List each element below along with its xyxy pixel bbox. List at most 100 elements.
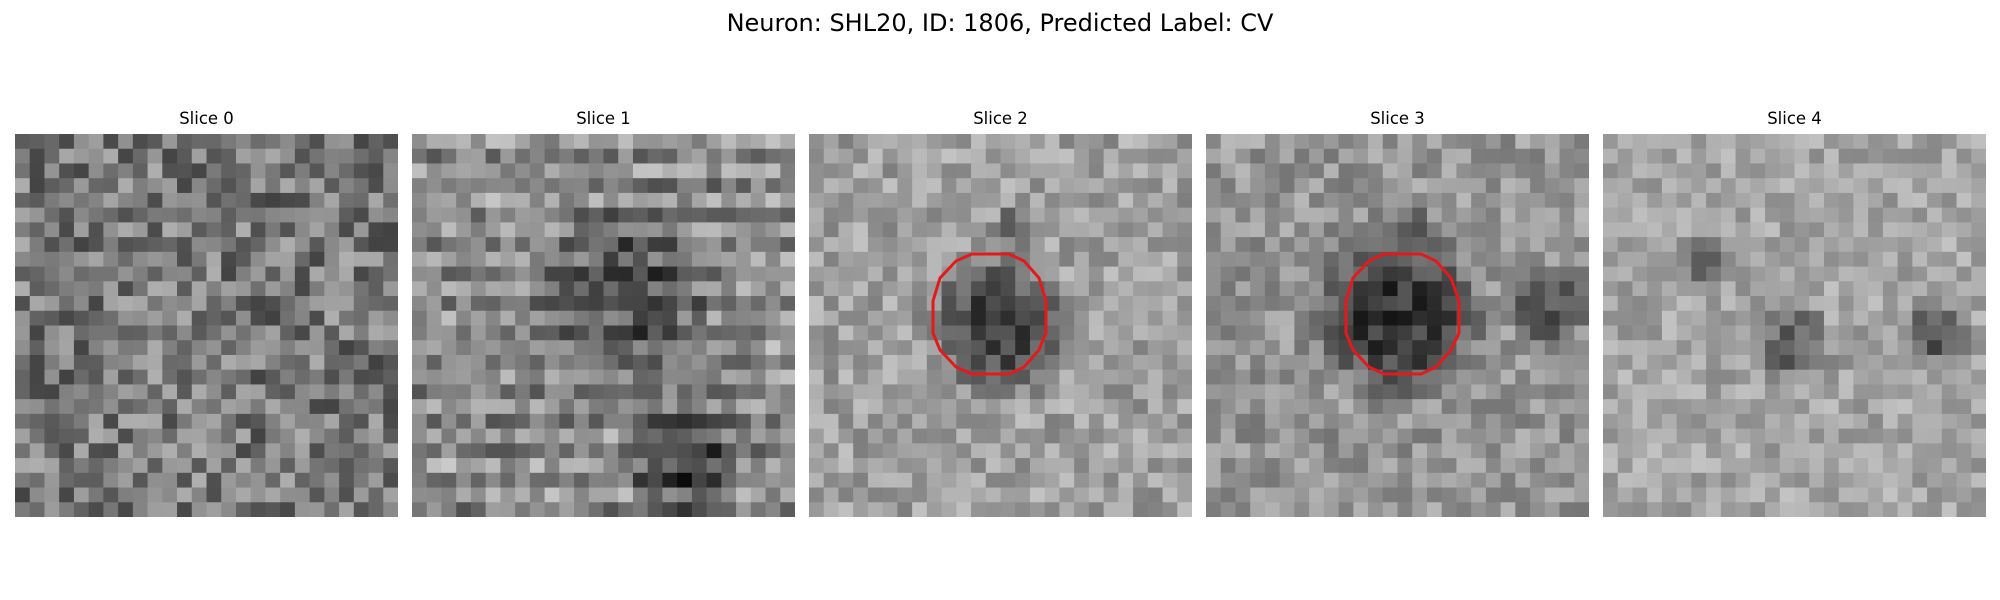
image-pixel — [1574, 340, 1589, 356]
image-pixel — [559, 251, 575, 268]
image-pixel — [103, 340, 119, 356]
image-pixel — [765, 443, 781, 459]
image-pixel — [1162, 148, 1178, 165]
image-pixel — [1971, 222, 1986, 238]
image-pixel — [353, 134, 370, 150]
image-pixel — [309, 192, 325, 209]
image-pixel — [1235, 251, 1251, 268]
image-pixel — [1309, 458, 1325, 474]
image-pixel — [221, 266, 237, 282]
image-pixel — [1617, 472, 1634, 489]
image-pixel — [44, 207, 60, 223]
image-pixel — [59, 428, 75, 444]
image-pixel — [1794, 134, 1810, 150]
image-pixel — [1397, 399, 1413, 415]
image-pixel — [1133, 178, 1149, 194]
image-pixel — [1515, 207, 1531, 223]
image-pixel — [1765, 134, 1781, 150]
image-pixel — [721, 413, 737, 430]
image-pixel — [1177, 399, 1192, 415]
image-pixel — [809, 192, 825, 209]
image-pixel — [324, 443, 340, 459]
image-pixel — [250, 502, 267, 517]
image-pixel — [1015, 340, 1031, 356]
image-pixel — [88, 148, 104, 165]
image-pixel — [1074, 472, 1090, 489]
image-pixel — [632, 266, 649, 282]
image-pixel — [515, 487, 531, 503]
image-pixel — [456, 487, 472, 503]
image-pixel — [677, 472, 693, 489]
image-pixel — [1691, 266, 1707, 282]
image-pixel — [15, 251, 31, 268]
image-pixel — [1735, 178, 1751, 194]
image-pixel — [1412, 237, 1428, 253]
image-pixel — [1206, 178, 1222, 194]
image-pixel — [456, 428, 472, 444]
image-pixel — [1661, 340, 1678, 356]
image-pixel — [162, 207, 178, 223]
image-pixel — [1485, 207, 1502, 223]
image-pixel — [280, 192, 296, 209]
image-pixel — [1750, 237, 1766, 253]
image-pixel — [339, 148, 355, 165]
image-pixel — [1220, 458, 1237, 474]
image-pixel — [912, 325, 928, 341]
image-pixel — [706, 443, 722, 459]
image-pixel — [588, 340, 605, 356]
image-pixel — [1250, 251, 1266, 268]
image-pixel — [339, 399, 355, 415]
image-pixel — [1235, 192, 1251, 209]
image-pixel — [809, 384, 825, 400]
image-pixel — [162, 384, 178, 400]
image-pixel — [162, 354, 178, 371]
image-pixel — [588, 134, 605, 150]
image-pixel — [1088, 340, 1105, 356]
image-pixel — [1397, 222, 1413, 238]
image-pixel — [721, 266, 737, 282]
image-pixel — [765, 369, 781, 386]
image-pixel — [750, 266, 767, 282]
image-pixel — [1765, 369, 1781, 386]
image-pixel — [677, 458, 693, 474]
image-pixel — [1382, 413, 1399, 430]
image-pixel — [1823, 384, 1840, 400]
image-pixel — [897, 251, 913, 268]
image-pixel — [662, 163, 678, 179]
image-pixel — [1897, 281, 1913, 297]
image-pixel — [426, 325, 443, 341]
image-pixel — [1559, 251, 1575, 268]
image-pixel — [88, 487, 104, 503]
image-pixel — [1912, 251, 1928, 268]
image-pixel — [339, 296, 355, 312]
image-pixel — [618, 325, 634, 341]
image-pixel — [59, 178, 75, 194]
image-pixel — [1559, 266, 1575, 282]
image-pixel — [1353, 148, 1369, 165]
image-pixel — [1397, 251, 1413, 268]
image-pixel — [1044, 266, 1061, 282]
image-pixel — [15, 458, 31, 474]
image-pixel — [426, 134, 443, 150]
image-pixel — [853, 296, 869, 312]
image-pixel — [574, 472, 590, 489]
image-pixel — [1471, 443, 1487, 459]
image-pixel — [1368, 148, 1384, 165]
image-pixel — [838, 325, 854, 341]
image-pixel — [456, 458, 472, 474]
image-pixel — [515, 251, 531, 268]
image-pixel — [1720, 281, 1737, 297]
image-pixel — [765, 192, 781, 209]
image-pixel — [1456, 369, 1472, 386]
image-pixel — [1294, 413, 1310, 430]
image-pixel — [235, 296, 252, 312]
image-pixel — [456, 413, 472, 430]
image-pixel — [1309, 369, 1325, 386]
image-pixel — [853, 399, 869, 415]
image-pixel — [441, 296, 457, 312]
image-pixel — [383, 281, 398, 297]
image-pixel — [1912, 502, 1928, 517]
image-pixel — [15, 134, 31, 150]
image-pixel — [353, 266, 370, 282]
image-pixel — [1941, 428, 1958, 444]
